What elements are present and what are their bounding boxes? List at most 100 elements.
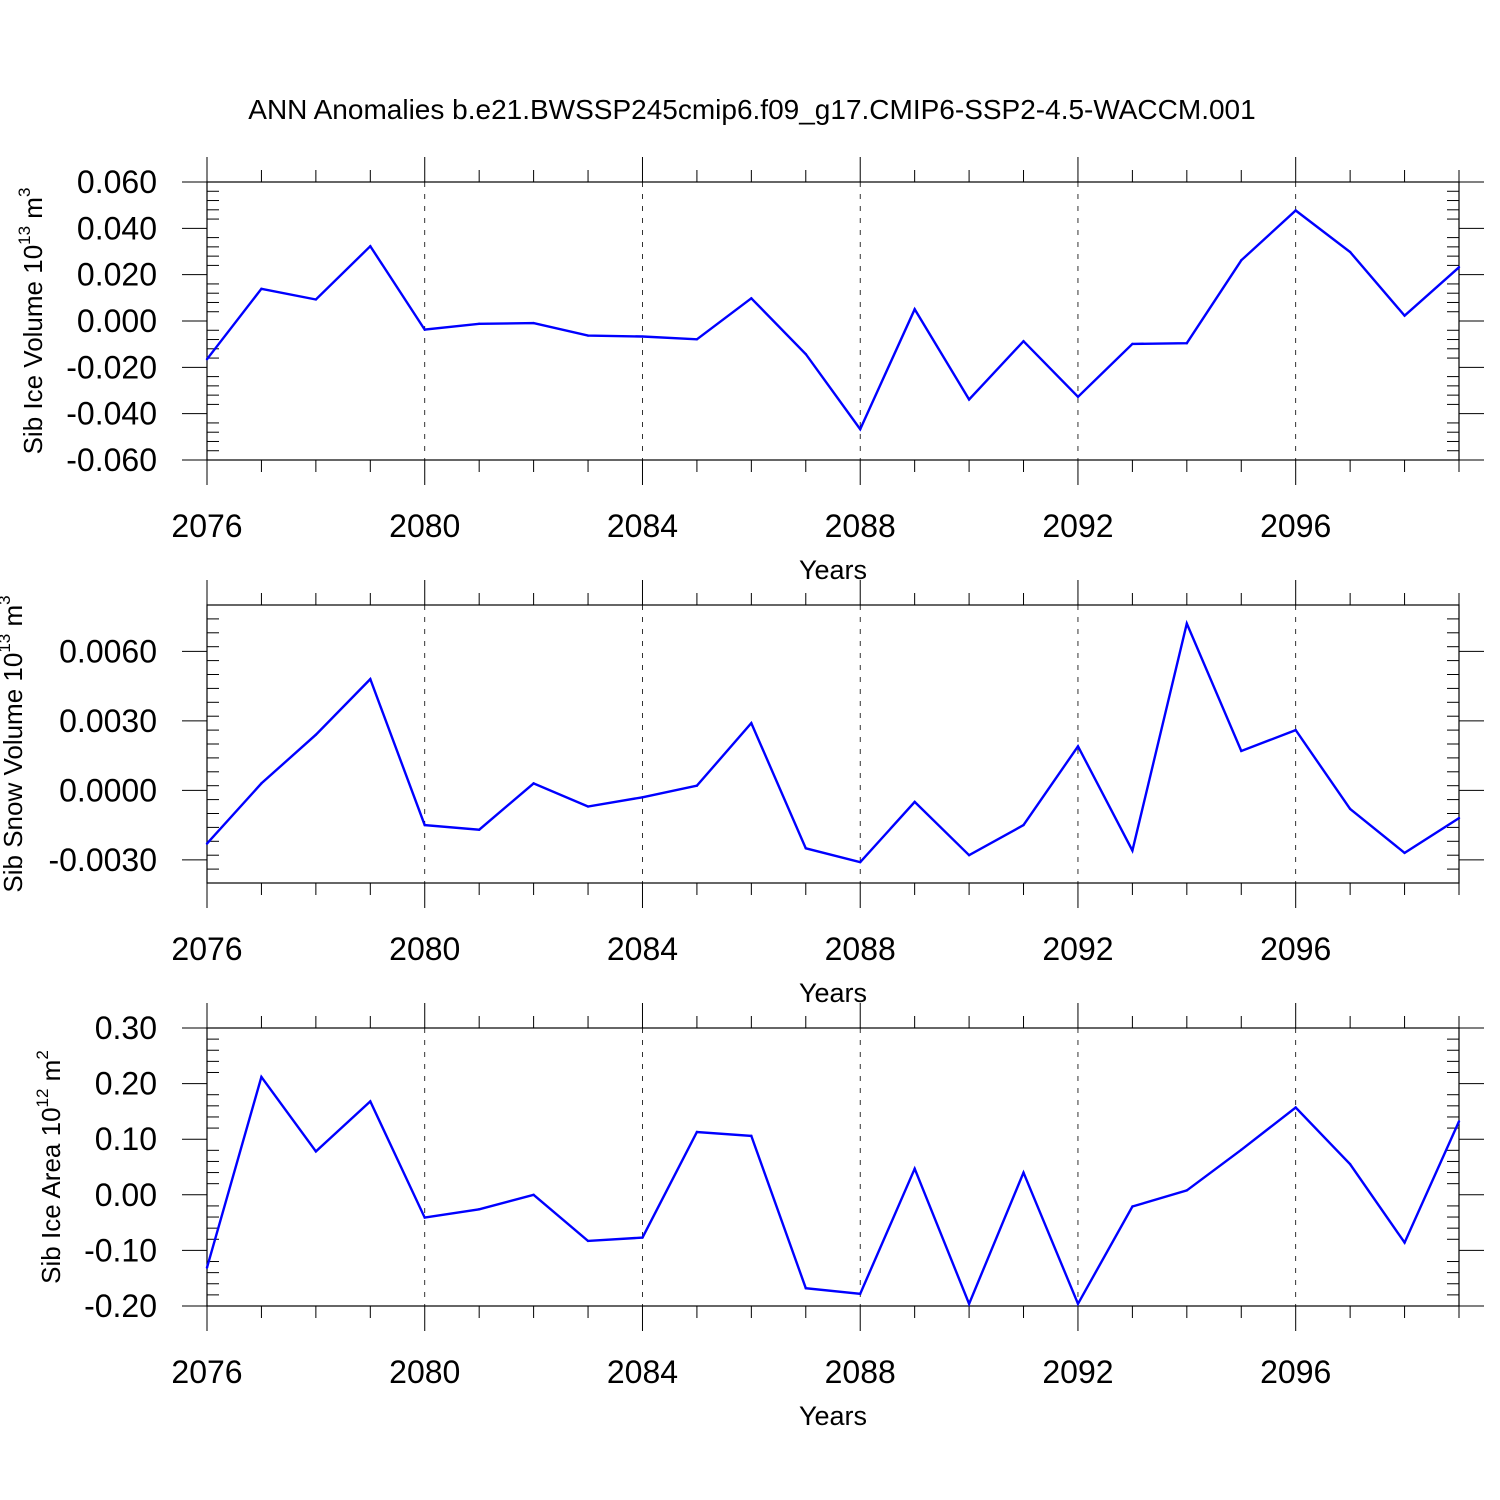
data-point [1185,1189,1189,1192]
y-tick-label: 0.000 [77,303,157,339]
data-point [1022,823,1025,827]
y-tick-label: 0.040 [77,210,157,246]
x-tick-label: 2096 [1260,931,1331,967]
data-point [804,1287,807,1290]
data-point [1131,849,1134,852]
plot-frame [206,181,1460,461]
data-point [913,800,916,804]
data-point [641,796,644,799]
data-point [260,287,263,290]
data-point [532,1193,535,1197]
data-point [1457,266,1461,269]
data-point [423,1216,426,1219]
data-point [586,1239,590,1243]
data-point [1348,807,1352,811]
data-point [532,782,535,785]
data-point [1294,209,1297,212]
y-tick-label: 0.10 [95,1121,157,1157]
data-point [1348,250,1352,254]
data-point [804,352,807,356]
x-tick-label: 2080 [389,1354,460,1390]
y-tick-label: -0.0030 [48,842,157,878]
data-point [1457,816,1461,820]
data-point [423,823,426,827]
x-axis-label: Years [799,1401,867,1431]
x-tick-label: 2084 [607,931,678,967]
data-point [1294,728,1297,732]
data-point [967,398,971,401]
data-point [750,1134,753,1138]
data-point [369,677,372,681]
data-point [260,782,263,785]
data-point [205,358,209,361]
panel-2: -0.0030 0.0000 0.0030 0.0060 2076 2080 2084 208… [0,580,1484,1008]
data-point [804,847,807,850]
data-point [1076,395,1080,398]
x-tick-label: 2076 [171,1354,242,1390]
y-tick-label: 0.0060 [59,633,157,669]
y-tick-label: 0.020 [77,257,157,293]
x-tick-label: 2088 [825,1354,896,1390]
data-point [1348,1163,1352,1166]
data-point [1185,622,1189,625]
data-point [532,321,535,325]
data-point [205,1266,209,1269]
x-tick-label: 2088 [825,508,896,544]
x-tick-label: 2080 [389,931,460,967]
y-tick-label: -0.20 [84,1288,157,1324]
data-point [967,1302,971,1305]
y-tick-label: -0.020 [66,349,157,385]
x-tick-label: 2084 [607,1354,678,1390]
x-tick-label: 2084 [607,508,678,544]
y-tick-label: 0.0030 [59,703,157,739]
data-point [477,828,481,831]
data-point [260,1075,263,1079]
data-point [913,1167,916,1170]
data-point [1403,1241,1406,1244]
data-point [314,298,318,301]
figure-title: ANN Anomalies b.e21.BWSSP245cmip6.f09_g1… [248,94,1255,125]
data-point [1131,1205,1134,1208]
y-tick-label: 0.0000 [59,772,157,808]
data-point [1022,1171,1025,1174]
x-tick-label: 2080 [389,508,460,544]
data-point [1457,1120,1461,1123]
panel-1: -0.060 -0.040 -0.020 0.000 0.020 0.040 0.060 20… [15,157,1484,585]
y-axis-label: Sib Ice Volume 1013 m3 [15,188,48,455]
plot-frame [206,604,1460,884]
x-axis-label: Years [799,555,867,585]
y-tick-label: -0.060 [66,442,157,478]
data-point [913,307,916,311]
y-tick-label: -0.10 [84,1232,157,1268]
y-axis-label: Sib Ice Area 1012 m2 [33,1050,66,1284]
data-point [477,1208,481,1211]
panel-3: -0.20 -0.10 0.00 0.10 0.20 0.30 2076 2080 2084 20… [33,1003,1484,1431]
x-tick-label: 2096 [1260,1354,1331,1390]
data-point [314,733,318,736]
data-point [967,854,971,857]
data-point [586,805,590,808]
data-point [1403,851,1406,855]
data-point [859,1292,862,1295]
x-tick-label: 2076 [171,931,242,967]
data-point [1131,342,1134,346]
data-point [369,244,372,248]
data-point [641,1236,644,1239]
data-point [859,860,862,864]
data-point [1240,749,1243,753]
x-tick-label: 2092 [1042,508,1113,544]
data-point [1185,342,1189,345]
plot-frame [206,1027,1460,1307]
data-point [641,335,644,338]
data-point [1076,745,1080,748]
y-tick-label: 0.00 [95,1177,157,1213]
data-point [695,784,699,787]
x-axis-label: Years [799,978,867,1008]
series-line [206,619,1460,864]
data-point [695,338,699,341]
y-tick-label: 0.30 [95,1010,157,1046]
y-tick-label: 0.060 [77,164,157,200]
data-point [750,297,753,300]
x-tick-label: 2092 [1042,931,1113,967]
